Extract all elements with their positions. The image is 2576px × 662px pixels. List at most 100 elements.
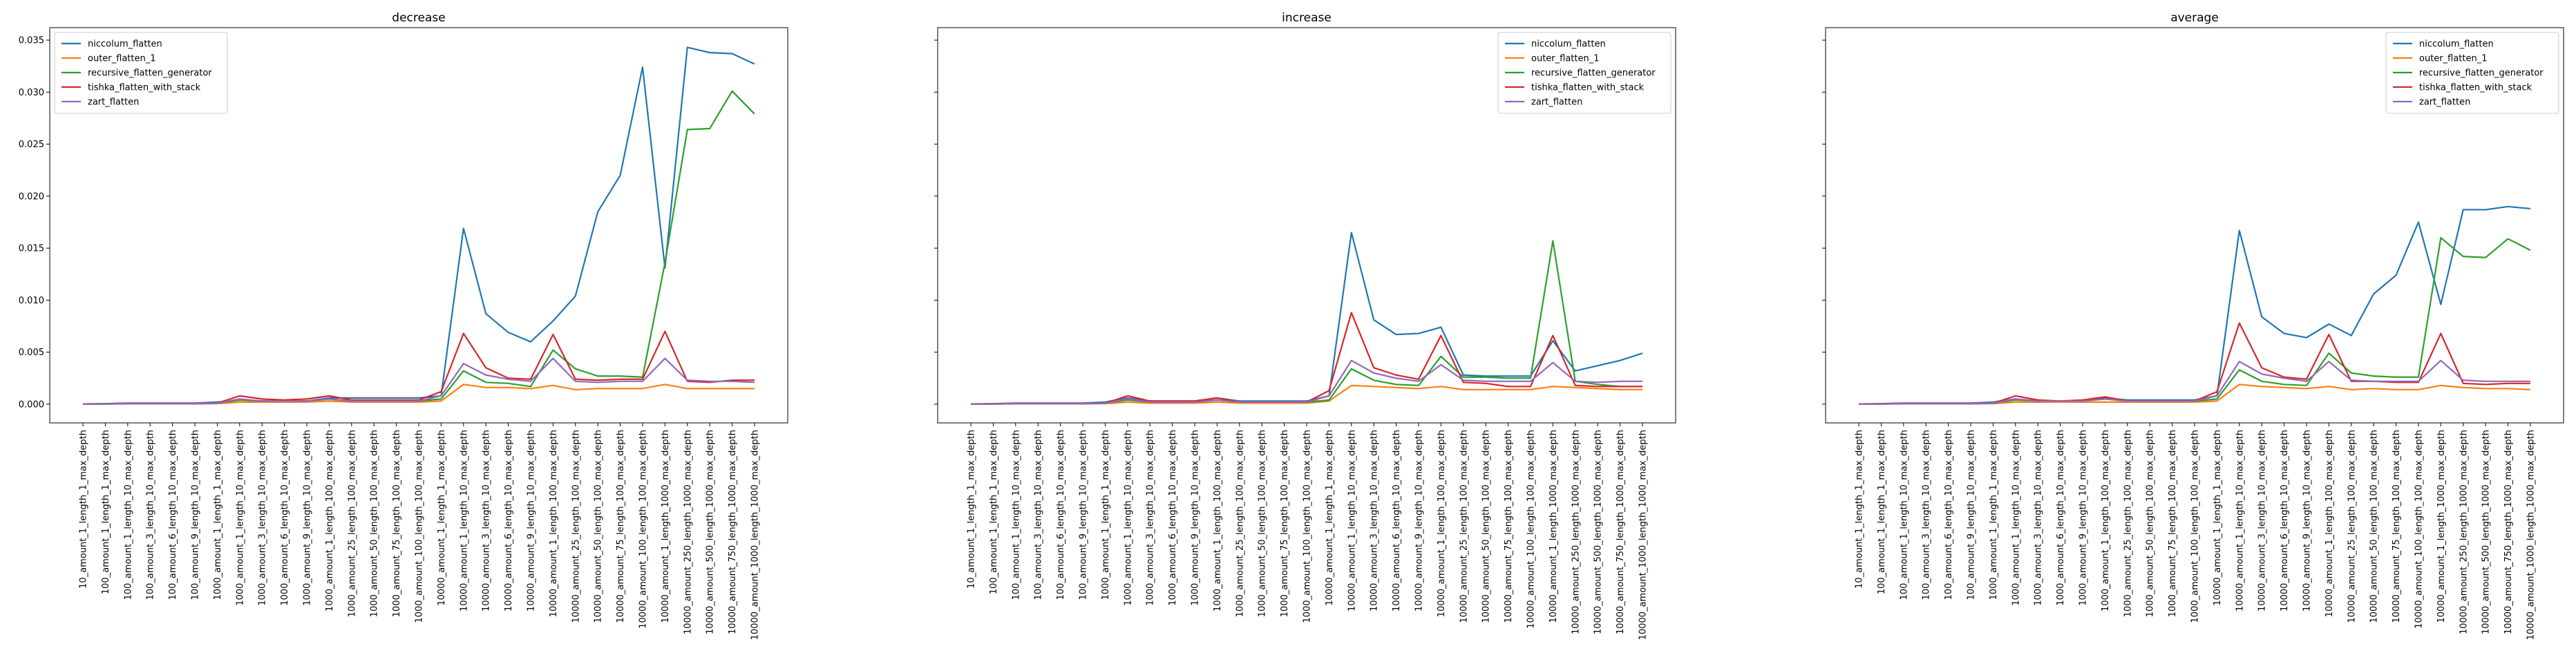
chart-average: average 10_amount_1_length_1_max_depth 100… [1822, 11, 2564, 640]
x-tick-label: 1000_amount_75_length_100_max_depth [1280, 430, 1290, 617]
legend-label: tishka_flatten_with_stack [1531, 83, 1645, 93]
x-tick-label: 10000_amount_100_length_100_max_depth [1526, 430, 1536, 629]
legend-frame [1497, 32, 1671, 114]
x-tick-label: 10000_amount_50_length_100_max_depth [594, 430, 604, 623]
x-tick-label: 100_amount_3_length_10_max_depth [1034, 430, 1044, 600]
series-line-zart_flatten [83, 357, 755, 405]
x-tick-label: 1000_amount_6_length_10_max_depth [2056, 430, 2066, 606]
x-tick-label: 10000_amount_500_length_1000_max_depth [1593, 430, 1604, 634]
x-tick-label: 10_amount_1_length_1_max_depth [1855, 430, 1865, 589]
x-tick-label: 10000_amount_1_length_1_max_depth [437, 430, 447, 606]
x-tick-label: 100_amount_6_length_10_max_depth [1944, 430, 1954, 600]
x-tick-label: 1000_amount_1_length_100_max_depth [2101, 430, 2111, 612]
chart-title: increase [1282, 11, 1332, 25]
legend-label: tishka_flatten_with_stack [88, 83, 201, 93]
x-tick-label: 1000_amount_1_length_1_max_depth [1989, 430, 1999, 600]
x-tick-label: 10000_amount_100_length_100_max_depth [638, 430, 648, 629]
x-tick-label: 10000_amount_500_length_1000_max_depth [705, 430, 716, 634]
x-tick-label: 100_amount_3_length_10_max_depth [146, 430, 156, 600]
y-tick-label: 0.015 [19, 244, 44, 254]
legend-label: recursive_flatten_generator [88, 68, 212, 79]
chart-decrease: decrease 0.000 0.005 0.010 0.015 0.020 0.025 0.… [19, 11, 788, 640]
x-tick-label: 10000_amount_50_length_100_max_depth [2369, 430, 2380, 623]
x-tick-label: 10000_amount_1_length_10_max_depth [2235, 430, 2245, 612]
x-tick-label: 10000_amount_750_length_1000_max_depth [2503, 430, 2514, 634]
x-tick-label: 1000_amount_1_length_10_max_depth [2011, 430, 2021, 606]
x-tick-label: 1000_amount_9_length_10_max_depth [303, 430, 313, 606]
x-tick-label: 1000_amount_1_length_10_max_depth [1123, 430, 1133, 606]
x-tick-label: 10000_amount_1_length_1000_max_depth [661, 430, 671, 623]
y-tick-label: 0.005 [19, 348, 44, 358]
x-tick-label: 1000_amount_6_length_10_max_depth [1168, 430, 1178, 606]
legend-label: zart_flatten [1531, 97, 1582, 108]
x-tick-label: 1000_amount_1_length_100_max_depth [1213, 430, 1223, 612]
legend-label: outer_flatten_1 [1531, 54, 1600, 64]
x-tick-label: 1000_amount_6_length_10_max_depth [280, 430, 290, 606]
x-tick-label: 1000_amount_50_length_100_max_depth [2146, 430, 2156, 617]
chart-increase: increase 10_amount_1_length_1_max_depth 10… [934, 11, 1676, 640]
x-tick-label: 1000_amount_1_length_100_max_depth [325, 430, 335, 612]
legend-label: niccolum_flatten [2419, 39, 2494, 50]
legend-label: tishka_flatten_with_stack [2419, 83, 2532, 93]
x-tick-label: 10000_amount_1_length_1_max_depth [1325, 430, 1335, 606]
x-tick-label: 10000_amount_9_length_10_max_depth [2302, 430, 2312, 612]
x-tick-label: 10000_amount_25_length_100_max_depth [1459, 430, 1469, 623]
x-tick-label: 10000_amount_3_length_10_max_depth [1370, 430, 1380, 612]
x-tick-label: 100_amount_3_length_10_max_depth [1922, 430, 1932, 600]
x-tick-label: 1000_amount_100_length_100_max_depth [2190, 430, 2201, 623]
y-tick-label: 0.025 [19, 140, 44, 150]
x-tick-label: 1000_amount_25_length_100_max_depth [347, 430, 357, 617]
x-tick-label: 100_amount_9_length_10_max_depth [191, 430, 201, 600]
x-tick-label: 10000_amount_750_length_1000_max_depth [1616, 430, 1626, 634]
x-tick-label: 10000_amount_9_length_10_max_depth [1414, 430, 1424, 612]
x-tick-label: 100_amount_6_length_10_max_depth [1056, 430, 1066, 600]
x-tick-label: 10000_amount_50_length_100_max_depth [1481, 430, 1492, 623]
x-tick-label: 100_amount_1_length_1_max_depth [101, 430, 111, 594]
x-tick-label: 10000_amount_75_length_100_max_depth [616, 430, 626, 623]
x-tick-label: 1000_amount_1_length_10_max_depth [235, 430, 245, 606]
x-tick-label: 10000_amount_25_length_100_max_depth [2347, 430, 2357, 623]
legend-frame [54, 32, 228, 114]
x-tick-label: 10000_amount_6_length_10_max_depth [2280, 430, 2290, 612]
y-tick-label: 0.020 [19, 191, 44, 202]
chart-title: average [2170, 11, 2219, 25]
legend-label: zart_flatten [88, 97, 139, 108]
x-tick-label: 10000_amount_1_length_100_max_depth [2324, 430, 2335, 617]
x-tick-label: 1000_amount_3_length_10_max_depth [2034, 430, 2044, 606]
x-tick-label: 100_amount_9_length_10_max_depth [1967, 430, 1977, 600]
x-tick-label: 10000_amount_1000_length_1000_max_depth [750, 430, 760, 640]
legend: niccolum_flatten outer_flatten_1 recursive… [2385, 32, 2559, 114]
x-tick-label: 10_amount_1_length_1_max_depth [79, 430, 89, 589]
legend-label: outer_flatten_1 [2419, 54, 2488, 64]
y-tick-label: 0.030 [19, 88, 44, 98]
legend: niccolum_flatten outer_flatten_1 recursive… [1497, 32, 1671, 114]
legend-label: niccolum_flatten [88, 39, 162, 50]
x-tick-label: 10000_amount_3_length_10_max_depth [2257, 430, 2268, 612]
x-tick-label: 10000_amount_1_length_1000_max_depth [1549, 430, 1559, 623]
x-tick-label: 10000_amount_750_length_1000_max_depth [728, 430, 738, 634]
legend: niccolum_flatten outer_flatten_1 recursive… [54, 32, 228, 114]
x-tick-label: 1000_amount_100_length_100_max_depth [415, 430, 425, 623]
x-tick-label: 10000_amount_1_length_100_max_depth [549, 430, 559, 617]
x-tick-label: 10000_amount_1_length_100_max_depth [1437, 430, 1447, 617]
x-tick-label: 10000_amount_75_length_100_max_depth [1504, 430, 1514, 623]
x-tick-label: 1000_amount_50_length_100_max_depth [1258, 430, 1268, 617]
x-tick-label: 1000_amount_75_length_100_max_depth [392, 430, 402, 617]
legend-label: niccolum_flatten [1531, 39, 1606, 50]
x-tick-label: 10000_amount_9_length_10_max_depth [526, 430, 536, 612]
x-tick-label: 10000_amount_1_length_1_max_depth [2213, 430, 2223, 606]
chart-title: decrease [392, 11, 445, 25]
x-tick-label: 10000_amount_1000_length_1000_max_depth [1638, 430, 1648, 640]
legend-label: recursive_flatten_generator [1531, 68, 1656, 79]
x-tick-label: 100_amount_1_length_10_max_depth [1899, 430, 1909, 600]
x-tick-label: 10000_amount_3_length_10_max_depth [482, 430, 492, 612]
x-tick-label: 1000_amount_50_length_100_max_depth [370, 430, 380, 617]
x-tick-label: 10000_amount_25_length_100_max_depth [571, 430, 581, 623]
x-tick-label: 10000_amount_6_length_10_max_depth [1392, 430, 1402, 612]
x-tick-label: 1000_amount_3_length_10_max_depth [1146, 430, 1156, 606]
x-tick-label: 10000_amount_1_length_10_max_depth [1347, 430, 1357, 612]
x-tick-label: 100_amount_1_length_1_max_depth [1877, 430, 1887, 594]
x-tick-label: 1000_amount_1_length_1_max_depth [213, 430, 223, 600]
x-tick-label: 100_amount_9_length_10_max_depth [1079, 430, 1089, 600]
